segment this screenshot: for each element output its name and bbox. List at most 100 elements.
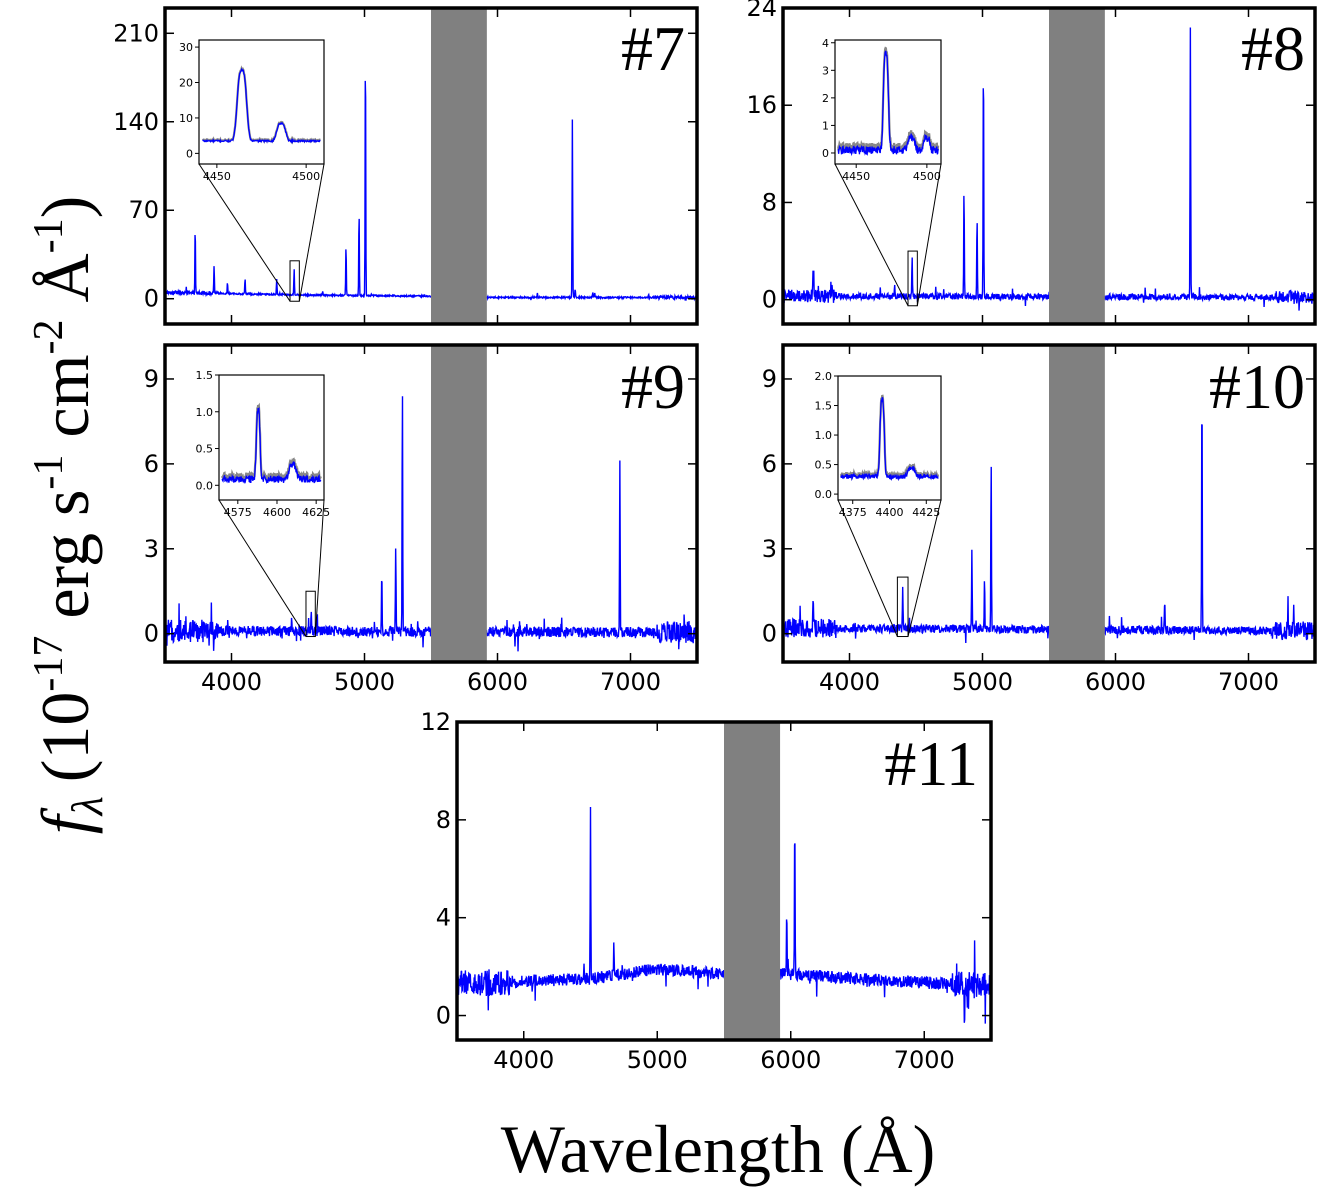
- ylabel-close: ): [27, 196, 103, 219]
- inset-x-tick-label: 4600: [263, 506, 291, 519]
- y-tick-label: 140: [113, 108, 159, 136]
- panel-frame: [781, 343, 1317, 664]
- ylabel-exp4: -1: [26, 218, 72, 253]
- zoom-box: [896, 576, 909, 638]
- inset-y-tick-label: 1.5: [815, 400, 833, 413]
- y-tick-label: 8: [762, 188, 777, 216]
- x-tick-label: 5000: [627, 1046, 688, 1074]
- y-tick-label: 210: [113, 19, 159, 47]
- zoom-connector: [916, 163, 942, 306]
- inset-x-tick-label: 4450: [842, 170, 870, 183]
- ylabel-exp3: -2: [26, 320, 72, 355]
- zoom-connector: [314, 499, 325, 637]
- y-tick-label: 24: [746, 0, 777, 22]
- inset-y-tick-label: 10: [179, 112, 193, 125]
- x-tick-label: 4000: [493, 1046, 554, 1074]
- panel-frame: [163, 6, 699, 326]
- inset-y-tick-label: 0.0: [196, 479, 214, 492]
- zoom-connector: [834, 163, 909, 306]
- y-tick-label: 0: [144, 285, 159, 313]
- spectrum-line: [783, 424, 1315, 643]
- inset: 4450 4500 0 10 20 30: [179, 39, 325, 183]
- inset-y-tick-label: 2: [822, 92, 829, 105]
- masked-region: [1049, 8, 1105, 324]
- y-tick-label: 6: [144, 450, 159, 478]
- spectrum-line: [457, 806, 991, 1024]
- inset: 4575 4600 4625 0.0 0.5 1.0 1.5: [196, 369, 331, 519]
- inset-y-tick-label: 2.0: [815, 370, 833, 383]
- x-tick-label: 7000: [894, 1046, 955, 1074]
- y-tick-label: 0: [144, 620, 159, 648]
- panel: 4000 5000 6000 7000 0 3 6 9 #10 4375 4400 4425 0.0 0.…: [762, 343, 1317, 696]
- zoom-connector: [298, 163, 325, 302]
- panel-label: #11: [884, 728, 978, 799]
- y-tick-label: 12: [420, 708, 451, 736]
- spectrum-line: [165, 80, 697, 302]
- svg-text:fλ(10-17 erg s-1 cm-2 Å-1): fλ(10-17 erg s-1 cm-2 Å-1): [26, 196, 112, 835]
- x-tick-label: 7000: [1218, 668, 1279, 696]
- panel: 4000 5000 6000 7000 0 4 8 12 #11: [420, 708, 993, 1074]
- inset-y-tick-label: 20: [179, 77, 193, 90]
- ylabel: fλ(10-17 erg s-1 cm-2 Å-1): [26, 196, 112, 835]
- inset: 4450 4500 0 1 2 3 4: [822, 37, 942, 183]
- panel-label: #8: [1241, 13, 1305, 84]
- panel-label: #10: [1209, 351, 1305, 422]
- zoom-box: [907, 250, 918, 307]
- ylabel-cm: cm: [27, 355, 103, 455]
- y-tick-label: 9: [762, 365, 777, 393]
- inset-y-tick-label: 0.5: [196, 443, 214, 456]
- x-tick-label: 5000: [334, 668, 395, 696]
- x-tick-label: 6000: [1085, 668, 1146, 696]
- zoom-connector: [218, 499, 307, 637]
- inset-x-tick-label: 4500: [913, 170, 941, 183]
- panel: 0 8 16 24 #8 4450 4500 0 1 2 3 4: [746, 0, 1317, 326]
- inset-spectrum: [837, 50, 939, 157]
- inset-y-tick-label: 4: [822, 37, 829, 50]
- inset: 4375 4400 4425 0.0 0.5 1.0 1.5 2.0: [815, 370, 942, 519]
- y-tick-label: 8: [436, 806, 451, 834]
- x-tick-label: 4000: [819, 668, 880, 696]
- ylabel-open: (10: [27, 692, 103, 783]
- ylabel-subscript: λ: [63, 796, 112, 817]
- inset-x-tick-label: 4450: [203, 170, 231, 183]
- y-tick-label: 3: [762, 535, 777, 563]
- panel: 4000 5000 6000 7000 0 3 6 9 #9 4575 4600 4625 0.0 0.5…: [144, 343, 699, 696]
- zoom-box: [289, 260, 300, 302]
- inset-spectrum: [840, 396, 939, 482]
- inset-y-tick-label: 30: [179, 41, 193, 54]
- inset-y-tick-label: 0.0: [815, 488, 833, 501]
- ylabel-exp2: -1: [26, 455, 72, 490]
- zoom-connector: [837, 499, 898, 637]
- inset-bg: [199, 40, 324, 164]
- y-tick-label: 70: [128, 196, 159, 224]
- panel: 0 70 140 210 #7 4450 4500 0 10 20 30: [113, 6, 699, 326]
- panel-frame: [781, 6, 1317, 326]
- inset-y-tick-label: 1.0: [196, 406, 214, 419]
- inset-y-tick-label: 3: [822, 64, 829, 77]
- zoom-box: [305, 590, 316, 638]
- masked-region: [724, 722, 781, 1040]
- ylabel-ang: Å: [27, 253, 103, 319]
- inset-spectrum: [221, 406, 322, 485]
- inset-y-tick-label: 1.0: [815, 429, 833, 442]
- masked-region: [431, 8, 487, 324]
- inset-y-tick-label: 0: [186, 147, 193, 160]
- y-tick-label: 0: [762, 620, 777, 648]
- x-tick-label: 6000: [760, 1046, 821, 1074]
- inset-y-tick-label: 1.5: [196, 369, 214, 382]
- x-tick-label: 6000: [467, 668, 528, 696]
- inset-x-tick-label: 4375: [839, 506, 867, 519]
- inset-x-tick-label: 4500: [292, 170, 320, 183]
- inset-spectrum: [202, 67, 321, 144]
- inset-x-tick-label: 4575: [224, 506, 252, 519]
- zoom-connector: [907, 499, 942, 637]
- masked-region: [431, 345, 487, 662]
- spectrum-line: [783, 27, 1315, 311]
- inset-x-tick-label: 4400: [876, 506, 904, 519]
- inset-frame: [198, 39, 325, 165]
- zoom-connector: [198, 163, 291, 302]
- inset-frame: [218, 374, 325, 501]
- ylabel-exp1: -17: [26, 636, 72, 692]
